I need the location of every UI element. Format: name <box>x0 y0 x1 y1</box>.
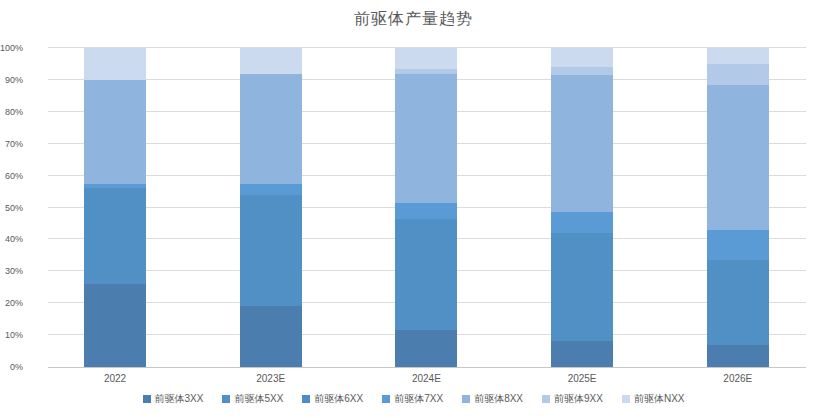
bar-segment-2023E-前驱体7XX <box>240 184 302 195</box>
legend-swatch-icon <box>542 395 550 403</box>
bar-segment-2022-前驱体8XX <box>84 80 146 184</box>
bar-segment-2023E-前驱体NXX <box>240 48 302 74</box>
y-axis-label-100%: 100% <box>0 43 23 53</box>
legend-label: 前驱体9XX <box>554 392 603 406</box>
y-axis-label-0%: 0% <box>0 362 23 372</box>
bar-segment-2025E-前驱体3XX <box>551 341 613 367</box>
y-axis-label-30%: 30% <box>0 266 23 276</box>
legend-swatch-icon <box>462 395 470 403</box>
y-axis-label-90%: 90% <box>0 75 23 85</box>
bar-2023E <box>240 48 302 367</box>
bar-segment-2026E-前驱体5XX <box>707 260 769 345</box>
bar-segment-2026E-前驱体NXX <box>707 48 769 64</box>
bar-segment-2023E-前驱体5XX <box>240 195 302 307</box>
plot-area: 0%10%20%30%40%50%60%70%80%90%100% <box>48 48 806 367</box>
chart-title: 前驱体产量趋势 <box>0 9 827 30</box>
y-axis-label-70%: 70% <box>0 139 23 149</box>
x-axis-label-2026E: 2026E <box>698 373 778 384</box>
bar-segment-2022-前驱体5XX <box>84 188 146 284</box>
x-axis-label-2024E: 2024E <box>386 373 466 384</box>
legend-label: 前驱体NXX <box>634 392 685 406</box>
bar-segment-2026E-前驱体3XX <box>707 345 769 367</box>
legend-item-前驱体5XX: 前驱体5XX <box>222 392 283 406</box>
bar-segment-2023E-前驱体3XX <box>240 306 302 367</box>
bar-segment-2024E-前驱体8XX <box>395 74 457 203</box>
bar-segment-2026E-前驱体9XX <box>707 64 769 85</box>
legend-item-前驱体8XX: 前驱体8XX <box>462 392 523 406</box>
legend-item-前驱体3XX: 前驱体3XX <box>143 392 204 406</box>
legend-label: 前驱体6XX <box>314 392 363 406</box>
bar-segment-2024E-前驱体3XX <box>395 330 457 367</box>
x-axis-label-2022: 2022 <box>75 373 155 384</box>
y-axis-label-50%: 50% <box>0 203 23 213</box>
bar-segment-2025E-前驱体9XX <box>551 67 613 75</box>
y-axis-label-10%: 10% <box>0 330 23 340</box>
legend-swatch-icon <box>382 395 390 403</box>
bar-segment-2025E-前驱体8XX <box>551 75 613 212</box>
y-axis-label-60%: 60% <box>0 171 23 181</box>
bar-segment-2023E-前驱体8XX <box>240 74 302 184</box>
bar-segment-2025E-前驱体7XX <box>551 212 613 233</box>
legend-item-前驱体9XX: 前驱体9XX <box>542 392 603 406</box>
legend-label: 前驱体8XX <box>474 392 523 406</box>
bar-segment-2026E-前驱体7XX <box>707 230 769 260</box>
legend-item-前驱体6XX: 前驱体6XX <box>302 392 363 406</box>
bar-segment-2026E-前驱体8XX <box>707 85 769 230</box>
gridline-0% <box>48 367 806 368</box>
x-axis-label-2023E: 2023E <box>231 373 311 384</box>
legend-swatch-icon <box>622 395 630 403</box>
bar-segment-2024E-前驱体5XX <box>395 219 457 331</box>
y-axis-label-20%: 20% <box>0 298 23 308</box>
bar-2024E <box>395 48 457 367</box>
legend-label: 前驱体3XX <box>155 392 204 406</box>
bar-segment-2024E-前驱体7XX <box>395 203 457 219</box>
legend-swatch-icon <box>143 395 151 403</box>
bar-segment-2022-前驱体NXX <box>84 48 146 80</box>
chart-container: 前驱体产量趋势 0%10%20%30%40%50%60%70%80%90%100… <box>0 0 827 418</box>
bar-2025E <box>551 48 613 367</box>
y-axis-label-40%: 40% <box>0 234 23 244</box>
bar-2026E <box>707 48 769 367</box>
bar-segment-2025E-前驱体5XX <box>551 233 613 341</box>
legend-item-前驱体NXX: 前驱体NXX <box>622 392 685 406</box>
legend-swatch-icon <box>302 395 310 403</box>
x-axis-label-2025E: 2025E <box>542 373 622 384</box>
chart-legend: 前驱体3XX 前驱体5XX 前驱体6XX 前驱体7XX 前驱体8XX 前驱体9XX 前驱体N… <box>0 392 827 406</box>
bar-segment-2022-前驱体3XX <box>84 284 146 367</box>
bar-2022 <box>84 48 146 367</box>
legend-swatch-icon <box>222 395 230 403</box>
legend-label: 前驱体5XX <box>234 392 283 406</box>
y-axis-label-80%: 80% <box>0 107 23 117</box>
bar-segment-2025E-前驱体NXX <box>551 48 613 67</box>
legend-item-前驱体7XX: 前驱体7XX <box>382 392 443 406</box>
bar-segment-2024E-前驱体NXX <box>395 48 457 69</box>
legend-label: 前驱体7XX <box>394 392 443 406</box>
